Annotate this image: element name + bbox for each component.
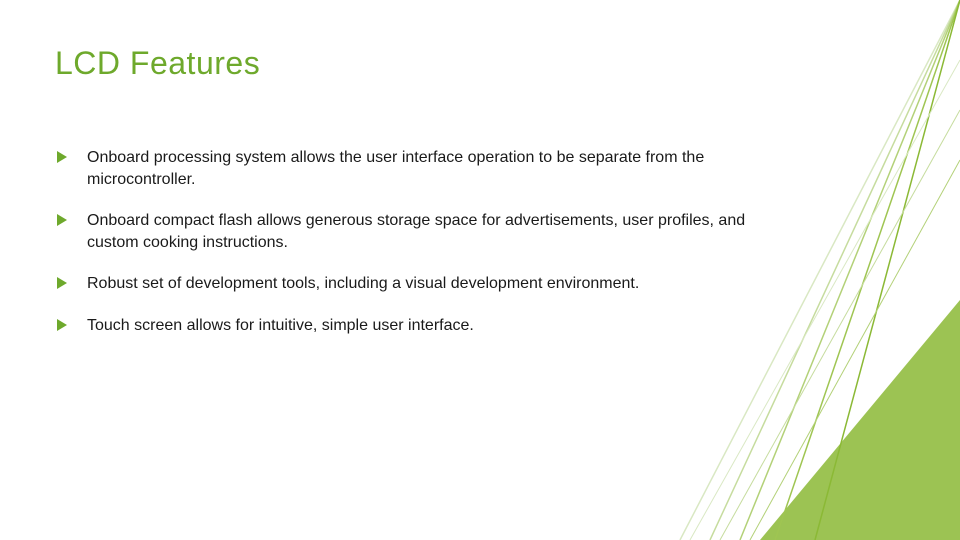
bullet-text: Onboard processing system allows the use… [87, 149, 704, 188]
slide: LCD Features Onboard processing system a… [0, 0, 960, 540]
slide-title: LCD Features [55, 45, 900, 82]
bullet-arrow-icon [55, 149, 69, 163]
list-item: Onboard compact flash allows generous st… [55, 210, 785, 253]
bullet-text: Touch screen allows for intuitive, simpl… [87, 317, 474, 334]
list-item: Onboard processing system allows the use… [55, 147, 785, 190]
bullet-text: Robust set of development tools, includi… [87, 275, 639, 292]
bullet-arrow-icon [55, 212, 69, 226]
bullet-arrow-icon [55, 317, 69, 331]
bullet-list: Onboard processing system allows the use… [55, 147, 785, 337]
bullet-text: Onboard compact flash allows generous st… [87, 212, 745, 251]
bullet-arrow-icon [55, 275, 69, 289]
list-item: Robust set of development tools, includi… [55, 273, 785, 295]
list-item: Touch screen allows for intuitive, simpl… [55, 315, 785, 337]
